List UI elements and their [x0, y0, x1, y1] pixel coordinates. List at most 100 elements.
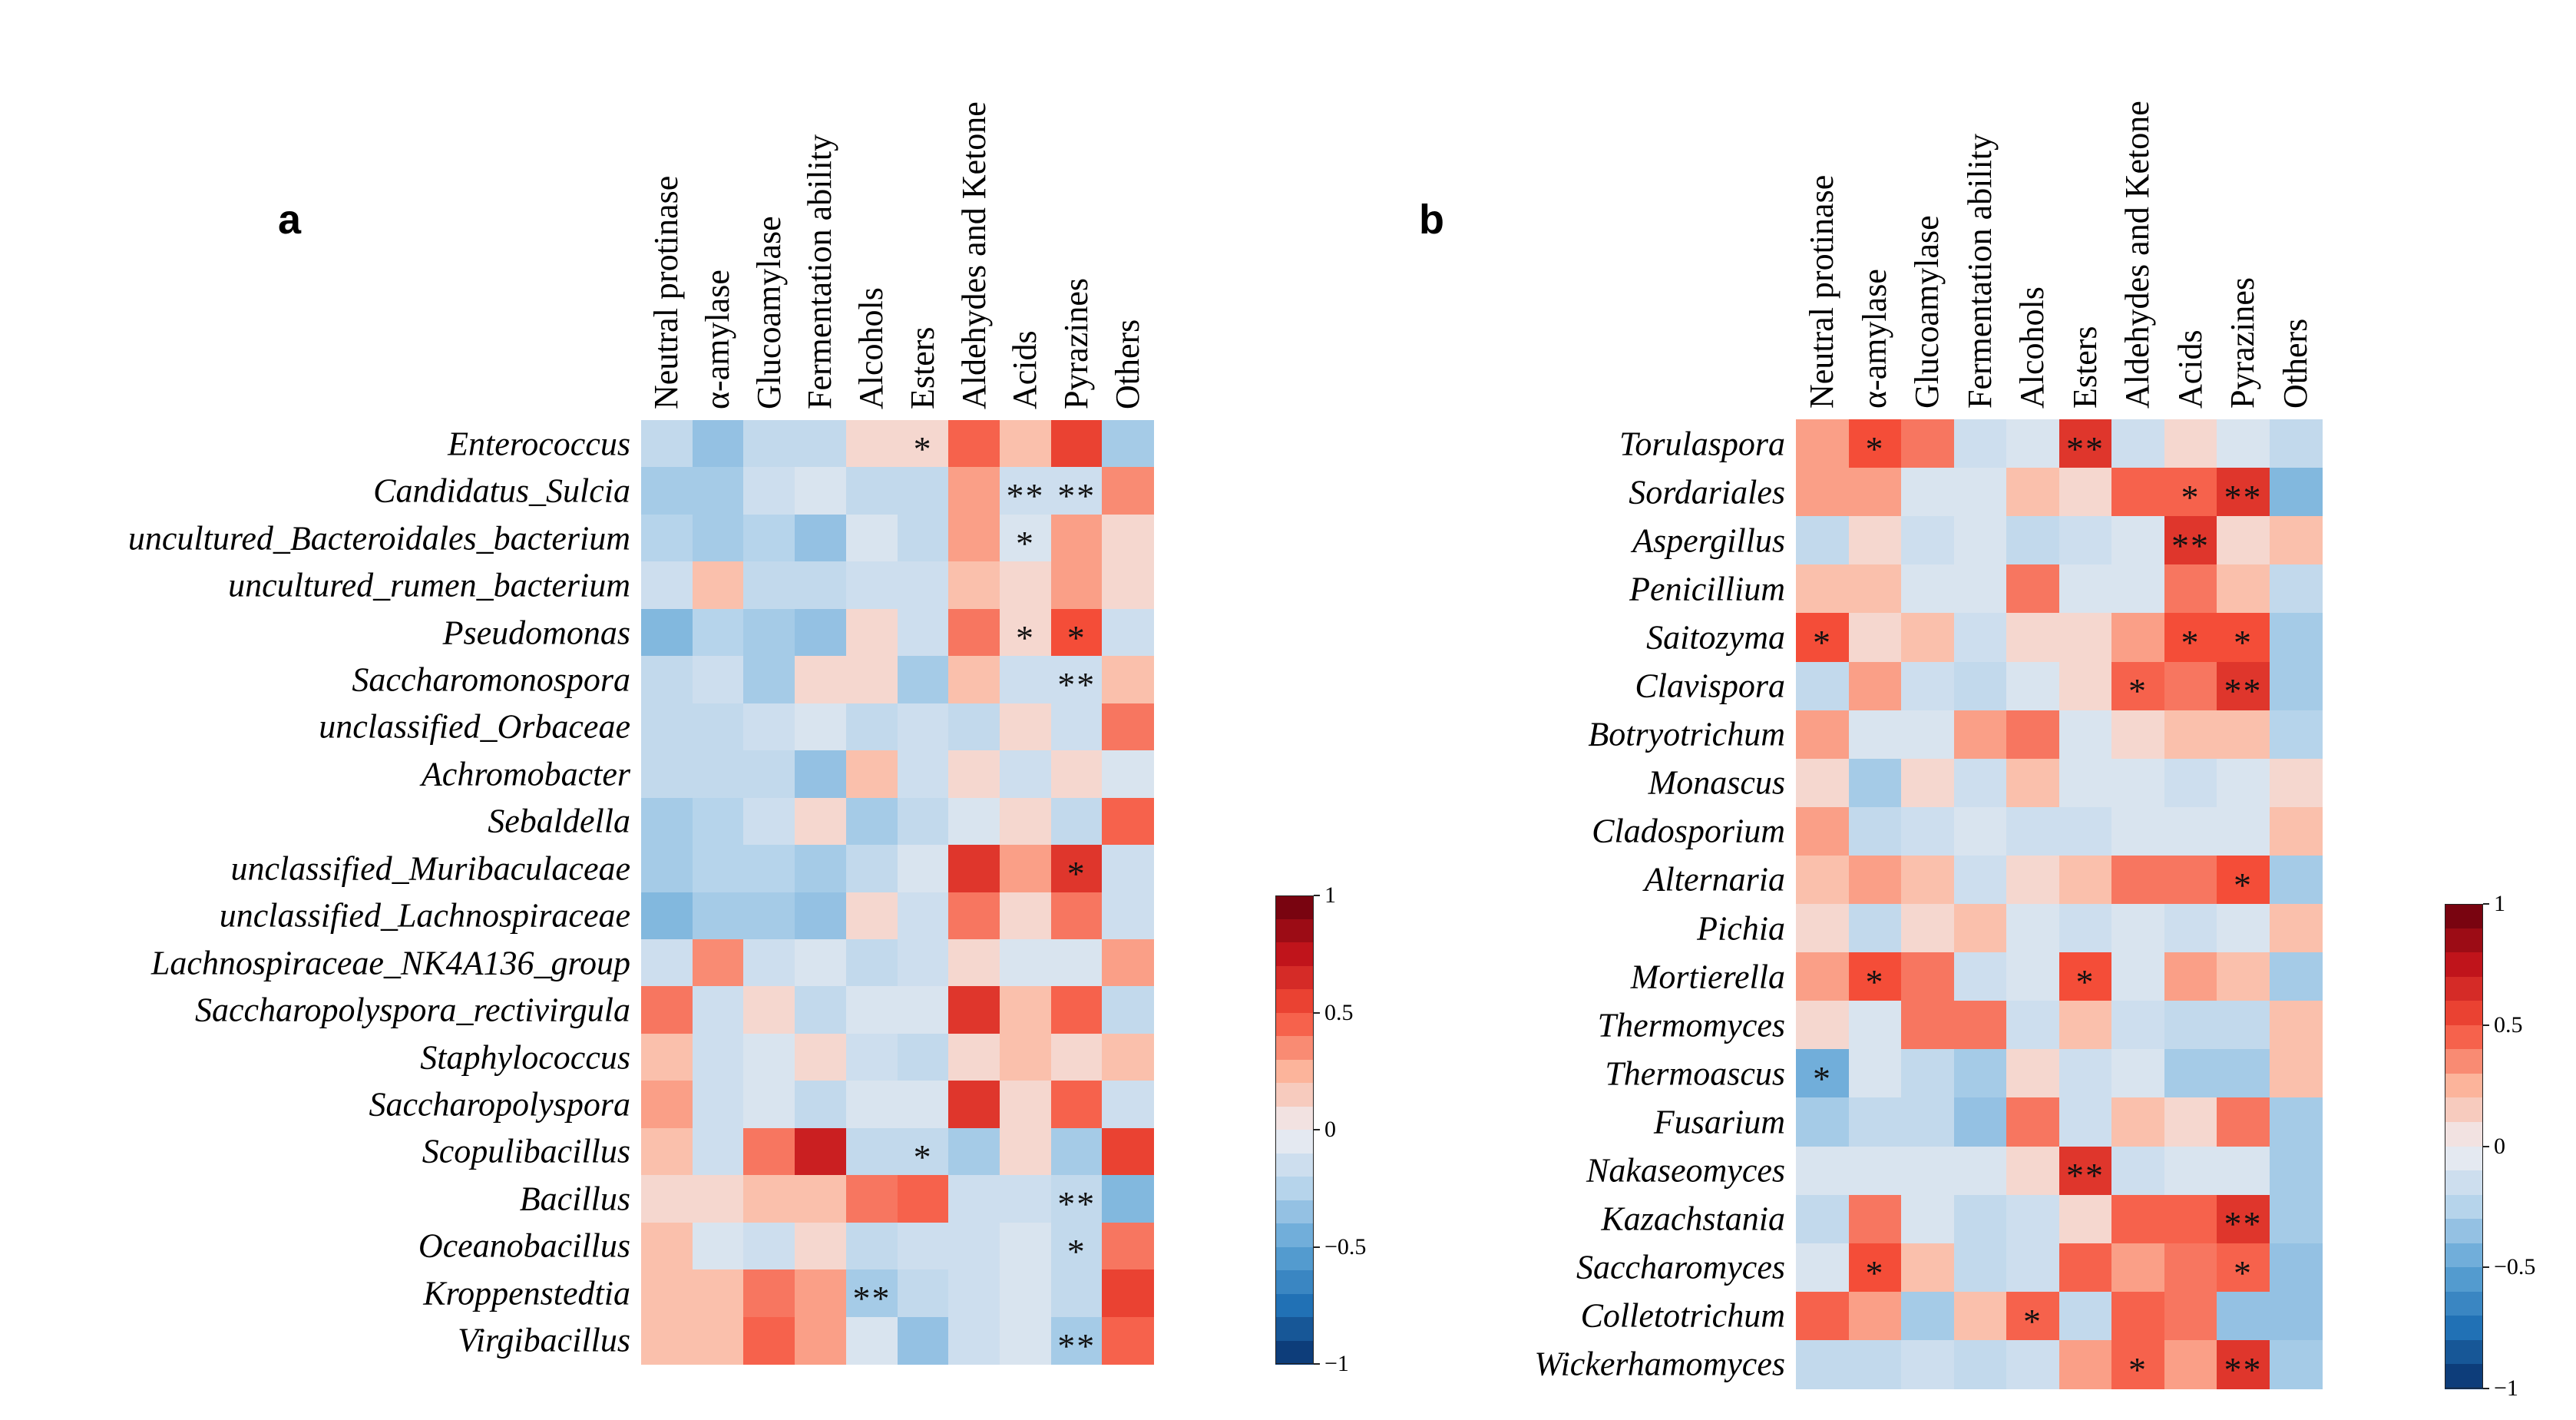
heatmap-cell — [897, 938, 949, 987]
heatmap-cell — [795, 1081, 847, 1129]
heatmap-cell — [795, 703, 847, 751]
heatmap-cell — [641, 514, 693, 562]
heatmap-cell — [1901, 904, 1955, 953]
heatmap-cell — [2269, 1049, 2323, 1098]
heatmap-cell — [845, 938, 898, 987]
heatmap-cell — [1050, 1127, 1103, 1176]
heatmap-cell — [1901, 468, 1955, 517]
heatmap-cell — [2006, 419, 2060, 468]
significance-marker: ** — [2224, 671, 2263, 711]
row-label: Sordariales — [1629, 473, 1785, 511]
heatmap-cell — [2164, 855, 2217, 905]
heatmap-cell — [2217, 758, 2270, 808]
heatmap-cell — [1953, 806, 2007, 856]
heatmap-cell — [1901, 661, 1955, 711]
column-header: Neutral protinase — [647, 175, 686, 409]
heatmap-cell — [743, 514, 795, 562]
heatmap-cell — [999, 703, 1052, 751]
heatmap-cell — [743, 1033, 795, 1081]
heatmap-cell — [2006, 855, 2060, 905]
significance-marker: * — [1066, 854, 1086, 894]
significance-marker: * — [2234, 865, 2254, 905]
heatmap-cell: * — [999, 608, 1052, 657]
heatmap-cell — [948, 986, 1000, 1034]
heatmap-cell — [2217, 710, 2270, 760]
heatmap-cell — [2164, 1194, 2217, 1244]
heatmap-cell — [2058, 710, 2112, 760]
heatmap-cell — [845, 892, 898, 940]
row-label: Saccharopolyspora — [369, 1085, 630, 1124]
heatmap-cell — [795, 892, 847, 940]
heatmap-cell — [1848, 1194, 1902, 1244]
heatmap-cell — [845, 797, 898, 846]
heatmap-cell — [845, 1033, 898, 1081]
heatmap-cell — [1848, 1001, 1902, 1050]
heatmap-cell — [743, 892, 795, 940]
heatmap-cell — [1796, 419, 1850, 468]
heatmap-cell — [2269, 806, 2323, 856]
heatmap-cell — [2164, 419, 2217, 468]
heatmap-cell — [1901, 1339, 1955, 1389]
heatmap-cell — [948, 1127, 1000, 1176]
heatmap-cell — [743, 703, 795, 751]
heatmap-cell — [2058, 661, 2112, 711]
heatmap-cell — [692, 1081, 744, 1129]
heatmap-cell — [1102, 892, 1154, 940]
heatmap-cell — [2269, 661, 2323, 711]
heatmap-cell — [2269, 710, 2323, 760]
heatmap-cell — [743, 420, 795, 468]
colorbar-segment — [1275, 1059, 1314, 1084]
heatmap-cell — [743, 1269, 795, 1318]
heatmap-cell — [641, 938, 693, 987]
heatmap-cell — [2111, 758, 2165, 808]
heatmap-cell — [795, 656, 847, 704]
heatmap-cell — [2164, 758, 2217, 808]
heatmap-cell — [1848, 1049, 1902, 1098]
heatmap-cell — [2217, 1049, 2270, 1098]
colorbar-segment — [2445, 904, 2483, 929]
heatmap-cell — [1901, 1194, 1955, 1244]
heatmap-cell: ** — [2217, 1339, 2270, 1389]
heatmap-cell — [743, 1127, 795, 1176]
heatmap-cell — [2269, 1243, 2323, 1293]
heatmap-cell — [999, 561, 1052, 610]
heatmap-cell — [1102, 1316, 1154, 1365]
heatmap-cell — [1953, 758, 2007, 808]
heatmap-cell — [1901, 564, 1955, 614]
panel-label-a: a — [278, 197, 302, 243]
heatmap-cell — [1050, 1081, 1103, 1129]
heatmap-cell — [1953, 468, 2007, 517]
heatmap-cell — [692, 608, 744, 657]
heatmap-cell: * — [1796, 613, 1850, 663]
heatmap-cell — [692, 750, 744, 799]
heatmap-cell: ** — [2217, 468, 2270, 517]
heatmap-cell — [999, 1127, 1052, 1176]
heatmap-cell — [1901, 1049, 1955, 1098]
heatmap-cell — [641, 420, 693, 468]
heatmap-cell — [1796, 1146, 1850, 1196]
heatmap-cell — [845, 1316, 898, 1365]
colorbar-segment — [2445, 1194, 2483, 1220]
heatmap-cell — [2058, 1194, 2112, 1244]
colorbar-segment — [1275, 1130, 1314, 1154]
heatmap-cell — [897, 1222, 949, 1270]
heatmap-cell — [2111, 1243, 2165, 1293]
heatmap-cell — [845, 608, 898, 657]
heatmap-cell — [2269, 1339, 2323, 1389]
heatmap-cell — [1848, 1097, 1902, 1147]
heatmap-cell — [2058, 1001, 2112, 1050]
heatmap-cell: * — [2217, 1243, 2270, 1293]
colorbar-segment — [1275, 1246, 1314, 1271]
heatmap-cell — [641, 892, 693, 940]
heatmap-cell — [2269, 758, 2323, 808]
heatmap-cell — [795, 467, 847, 515]
heatmap-cell — [641, 1081, 693, 1129]
heatmap-cell — [948, 561, 1000, 610]
heatmap-cell — [1102, 1033, 1154, 1081]
heatmap-cell — [897, 703, 949, 751]
heatmap-cell — [2269, 1291, 2323, 1341]
heatmap-cell — [897, 1269, 949, 1318]
heatmap-cell — [1796, 1001, 1850, 1050]
heatmap-cell — [1102, 938, 1154, 987]
heatmap-cell — [1050, 938, 1103, 987]
